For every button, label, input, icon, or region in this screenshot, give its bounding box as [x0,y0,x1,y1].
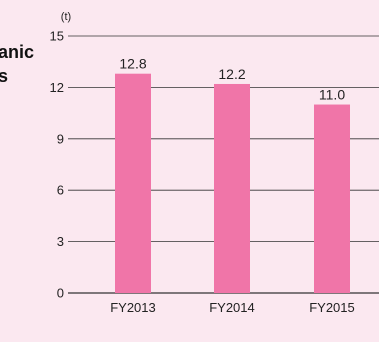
data-label: 12.2 [218,66,245,82]
data-label: 11.0 [319,87,345,103]
y-unit-label: (t) [61,11,71,23]
y-tick-label: 0 [57,286,64,301]
x-tick-label: FY2015 [309,300,355,315]
bar-fy2015 [314,104,350,294]
side-title: anic s [0,40,34,88]
x-tick-label: FY2013 [110,300,156,315]
bar-fy2014 [214,83,250,294]
y-tick-label: 6 [57,183,64,198]
side-title-line-1: anic [0,42,35,62]
y-tick-label: 12 [50,80,64,95]
data-label: 12.8 [119,56,146,72]
bar-fy2013 [115,73,151,294]
y-tick-label: 9 [57,131,64,146]
x-tick-label: FY2014 [209,300,255,315]
side-title-line-2: s [0,66,9,86]
y-tick-label: 3 [57,234,64,249]
y-tick-label: 15 [50,29,64,44]
